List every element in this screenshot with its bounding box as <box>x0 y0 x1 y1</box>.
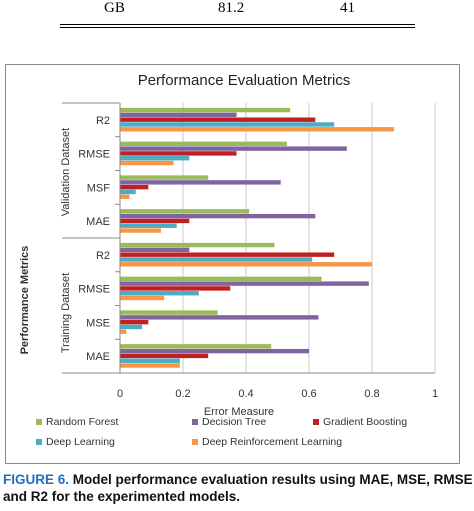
group-label-training: Training Dataset <box>60 273 72 353</box>
bar <box>120 252 335 257</box>
legend-swatch <box>313 419 319 425</box>
top-table-fragment: GB 81.2 41 <box>0 0 474 30</box>
category-label: MSE <box>86 317 110 329</box>
bar <box>120 180 281 185</box>
bar <box>120 281 369 286</box>
bar <box>120 247 190 253</box>
bars <box>120 107 395 368</box>
bar <box>120 107 291 113</box>
bar <box>120 156 190 161</box>
table-cell-value-1: 81.2 <box>218 0 245 16</box>
legend-swatch <box>36 419 42 425</box>
legend-swatch <box>192 439 198 445</box>
bar <box>120 223 177 228</box>
category-label: MAE <box>86 351 110 363</box>
bar <box>120 189 136 195</box>
x-tick-label: 0.4 <box>238 388 253 400</box>
bar <box>120 151 237 156</box>
x-tick-label: 0.8 <box>364 388 379 400</box>
bar <box>120 184 149 190</box>
bar <box>120 291 199 296</box>
bar <box>120 358 180 363</box>
group-label-validation: Validation Dataset <box>60 128 72 216</box>
x-tick-label: 0.2 <box>175 388 190 400</box>
bar <box>120 213 316 219</box>
legend-label: Gradient Boosting <box>323 416 407 428</box>
bar <box>120 218 190 224</box>
bar <box>120 329 127 334</box>
figure-caption-text: Model performance evaluation results usi… <box>3 472 473 504</box>
figure-label: FIGURE 6. <box>3 472 70 487</box>
legend-swatch <box>192 419 198 425</box>
table-rule-lower <box>60 27 415 28</box>
table-cell-value-2: 41 <box>340 0 355 16</box>
bar <box>120 310 218 315</box>
bar <box>120 160 174 166</box>
bar <box>120 262 372 267</box>
bar <box>120 353 209 359</box>
bar <box>120 319 149 325</box>
category-label: MAE <box>86 216 110 228</box>
category-label: RMSE <box>78 149 110 161</box>
bar <box>120 175 209 180</box>
category-label: R2 <box>96 250 110 262</box>
bar <box>120 127 395 132</box>
bar <box>120 141 287 147</box>
bar <box>120 324 143 330</box>
bar <box>120 228 161 233</box>
bar <box>120 344 272 349</box>
category-label: R2 <box>96 115 110 127</box>
legend: Random Forest Decision Tree Gradient Boost… <box>36 416 407 448</box>
bar <box>120 112 237 118</box>
bar <box>120 295 165 301</box>
legend-label: Decision Tree <box>202 416 266 428</box>
x-tick-label: 1 <box>432 388 438 400</box>
bar <box>120 209 250 214</box>
bar <box>120 146 347 151</box>
bar <box>120 286 231 291</box>
y-axis-label: Performance Metrics <box>19 246 31 355</box>
bar <box>120 257 313 262</box>
bar <box>120 276 322 282</box>
chart-title: Performance Evaluation Metrics <box>138 72 351 89</box>
x-axis-label: Error Measure <box>204 406 274 418</box>
performance-chart: 0 0.2 0.4 0.6 0.8 1 R2 RMSE MSF MAE R2 RMSE MSE MAE P… <box>19 72 438 448</box>
figure-caption: FIGURE 6. Model performance evaluation r… <box>3 471 473 505</box>
bar <box>120 117 316 122</box>
bar <box>120 194 130 199</box>
bar <box>120 122 335 127</box>
table-rule-upper <box>60 24 415 25</box>
category-label: RMSE <box>78 284 110 296</box>
x-tick-label: 0 <box>117 388 123 400</box>
bar <box>120 242 275 248</box>
x-tick-label: 0.6 <box>301 388 316 400</box>
bar <box>120 315 319 320</box>
legend-label: Deep Learning <box>46 436 115 448</box>
category-label: MSF <box>87 182 111 194</box>
legend-swatch <box>36 439 42 445</box>
table-cell-model: GB <box>104 0 125 16</box>
chart-frame: 0 0.2 0.4 0.6 0.8 1 R2 RMSE MSF MAE R2 RMSE MSE MAE P… <box>5 64 460 464</box>
legend-label: Deep Reinforcement Learning <box>202 436 342 448</box>
legend-label: Random Forest <box>46 416 118 428</box>
axes: 0 0.2 0.4 0.6 0.8 1 R2 RMSE MSF MAE R2 RMSE MSE MAE <box>62 102 438 400</box>
bar <box>120 363 180 368</box>
bar <box>120 348 309 354</box>
